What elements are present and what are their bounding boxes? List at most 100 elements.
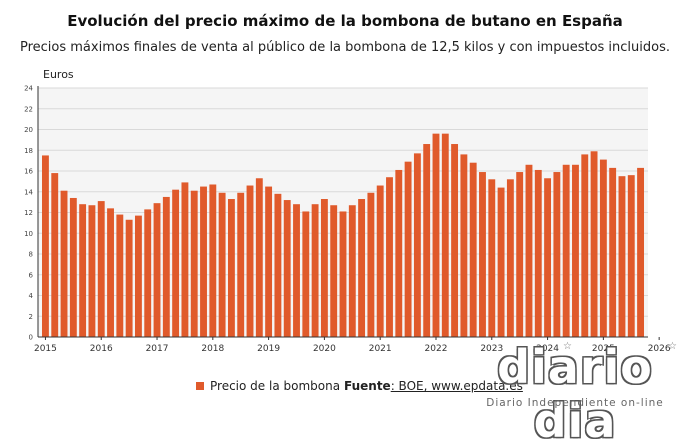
bar[interactable] xyxy=(41,155,49,337)
bar[interactable] xyxy=(246,185,254,337)
bar[interactable] xyxy=(618,176,626,337)
bar[interactable] xyxy=(181,182,189,337)
logo-tagline: Diario Independiente on-line xyxy=(486,397,664,409)
x-tick-label: 2022 xyxy=(425,344,448,354)
bar[interactable] xyxy=(69,197,77,337)
x-tick-label: 2020 xyxy=(313,344,336,354)
bar[interactable] xyxy=(590,151,598,337)
y-tick-label: 18 xyxy=(24,147,33,155)
bar[interactable] xyxy=(534,169,542,337)
source-label: Fuente xyxy=(344,379,391,393)
bar[interactable] xyxy=(423,144,431,337)
x-tick-label: 2021 xyxy=(369,344,392,354)
bar[interactable] xyxy=(88,205,96,337)
legend-swatch xyxy=(196,382,204,390)
bar[interactable] xyxy=(413,153,421,337)
bar[interactable] xyxy=(125,219,133,337)
x-tick-label: 2025 xyxy=(592,344,615,354)
y-tick-label: 12 xyxy=(24,209,33,217)
legend[interactable]: Precio de la bombona xyxy=(196,379,340,393)
y-tick-label: 14 xyxy=(24,188,33,196)
bar[interactable] xyxy=(265,186,273,337)
bar[interactable] xyxy=(274,193,282,337)
bar[interactable] xyxy=(544,178,552,337)
y-tick-label: 24 xyxy=(24,85,33,93)
bar[interactable] xyxy=(358,199,366,337)
bar[interactable] xyxy=(190,190,198,337)
chart-subtitle: Precios máximos finales de venta al públ… xyxy=(19,40,670,55)
bar[interactable] xyxy=(572,164,579,337)
x-tick-label: 2018 xyxy=(201,344,224,354)
bar[interactable] xyxy=(506,179,514,337)
bar[interactable] xyxy=(348,205,356,337)
bar[interactable] xyxy=(609,167,617,337)
bar[interactable] xyxy=(209,184,217,337)
legend-label: Precio de la bombona xyxy=(210,379,341,393)
bar[interactable] xyxy=(97,201,105,337)
bar[interactable] xyxy=(404,161,412,337)
bar[interactable] xyxy=(432,133,440,337)
bar[interactable] xyxy=(395,169,403,337)
bar[interactable] xyxy=(218,192,226,337)
bar[interactable] xyxy=(441,133,449,337)
y-tick-label: 16 xyxy=(24,168,33,176)
x-tick-label: 2015 xyxy=(34,344,57,354)
chart-title: Evolución del precio máximo de la bombon… xyxy=(67,12,623,30)
bar[interactable] xyxy=(525,164,533,337)
bar[interactable] xyxy=(497,187,505,337)
bar[interactable] xyxy=(107,208,114,337)
bar[interactable] xyxy=(386,177,393,337)
bar[interactable] xyxy=(330,205,338,337)
bar[interactable] xyxy=(153,203,161,337)
bar[interactable] xyxy=(283,200,291,337)
y-axis-label: Euros xyxy=(43,68,74,81)
x-tick-label: 2026 xyxy=(648,344,671,354)
diario-dia-logo: ☆ ☆ diario dia Diario Independiente on-l… xyxy=(462,340,688,448)
x-tick-label: 2019 xyxy=(257,344,280,354)
bar[interactable] xyxy=(172,189,180,337)
bar[interactable] xyxy=(134,215,142,337)
y-tick-label: 22 xyxy=(24,105,33,113)
bar[interactable] xyxy=(516,172,524,337)
star-icon: ☆ xyxy=(563,341,572,352)
bar[interactable] xyxy=(599,159,607,337)
bar[interactable] xyxy=(162,196,170,337)
y-tick-label: 8 xyxy=(29,251,33,259)
logo-name: diario dia xyxy=(497,340,653,448)
star-icon: ☆ xyxy=(668,341,677,352)
x-tick-label: 2024 xyxy=(536,344,559,354)
bar[interactable] xyxy=(339,211,347,337)
bar[interactable] xyxy=(60,190,68,337)
y-tick-label: 20 xyxy=(24,126,33,134)
bar[interactable] xyxy=(553,172,561,337)
bar[interactable] xyxy=(581,154,589,337)
y-tick-label: 6 xyxy=(29,271,34,279)
bar[interactable] xyxy=(637,167,645,337)
bar[interactable] xyxy=(237,192,245,337)
bar[interactable] xyxy=(227,199,235,337)
bar[interactable] xyxy=(311,204,319,337)
bar[interactable] xyxy=(79,204,87,337)
bar[interactable] xyxy=(293,204,300,337)
bar[interactable] xyxy=(562,164,570,337)
source-text[interactable]: : BOE, www.epdata.es xyxy=(390,379,523,393)
bar[interactable] xyxy=(116,214,124,337)
bar[interactable] xyxy=(376,185,384,337)
y-tick-label: 10 xyxy=(24,230,33,238)
bar[interactable] xyxy=(460,154,468,337)
bar[interactable] xyxy=(627,175,635,337)
bar[interactable] xyxy=(144,209,152,337)
bar[interactable] xyxy=(255,178,263,337)
bar[interactable] xyxy=(479,172,486,337)
bar[interactable] xyxy=(469,162,477,337)
bar[interactable] xyxy=(200,186,207,337)
bar[interactable] xyxy=(320,199,328,337)
bar[interactable] xyxy=(367,192,375,337)
x-tick-label: 2017 xyxy=(146,344,169,354)
y-tick-label: 0 xyxy=(29,334,33,342)
bar[interactable] xyxy=(488,179,496,337)
bar[interactable] xyxy=(51,173,59,337)
bar[interactable] xyxy=(451,144,459,337)
bar[interactable] xyxy=(302,211,310,337)
